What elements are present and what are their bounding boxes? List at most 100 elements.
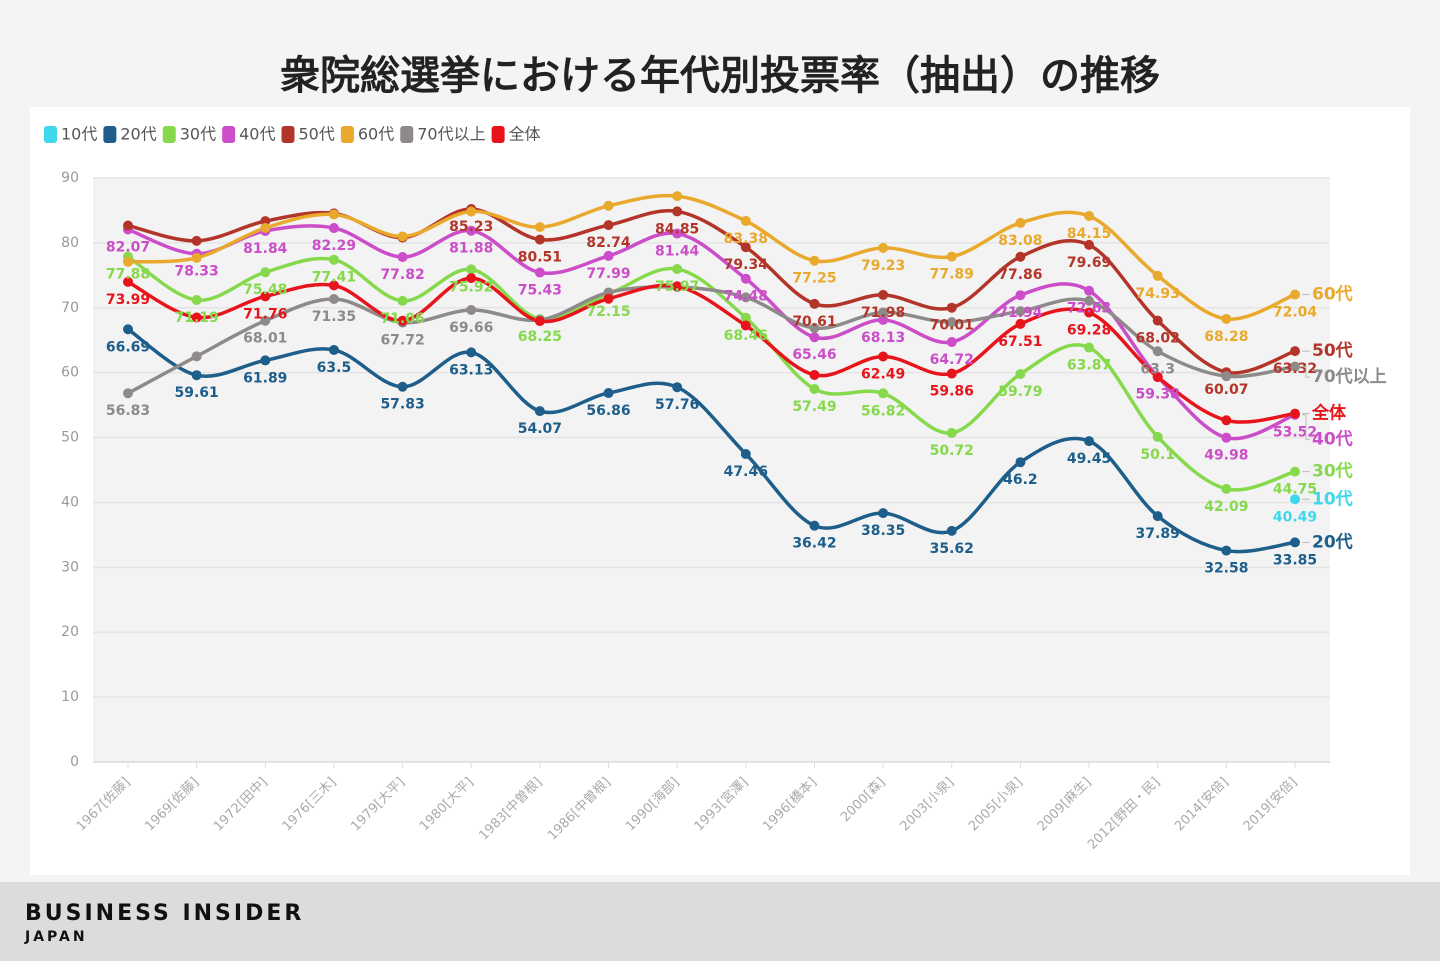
data-label: 75.97 [655,279,699,295]
legend-label: 30代 [180,125,216,144]
data-point [672,382,683,393]
data-point [534,316,545,327]
data-point [740,320,751,331]
data-point [1084,295,1095,306]
data-label: 46.2 [1003,472,1038,488]
data-point [466,264,477,275]
legend-swatch [281,126,295,143]
data-label: 82.07 [106,239,150,255]
data-label: 37.89 [1136,526,1180,542]
data-point [123,324,133,335]
data-point [809,520,820,531]
data-point [603,220,614,231]
data-point [740,312,751,323]
data-point [1290,408,1300,419]
y-tick-label: 40 [61,494,79,510]
data-point [809,383,820,394]
data-point [878,307,889,318]
data-point [1084,342,1095,353]
data-point [1084,307,1095,318]
brand-name: BUSINESS INSIDER [25,901,304,926]
y-tick-label: 30 [61,559,79,575]
data-label: 72.63 [1067,301,1111,317]
data-point [1221,313,1232,324]
data-label: 57.49 [792,399,836,415]
legend-swatch [222,126,236,143]
data-label: 71.06 [380,311,424,327]
data-label: 59.38 [1136,387,1180,403]
data-point [1015,369,1026,380]
end-leader [1302,366,1310,378]
data-point [123,276,133,287]
data-label: 63.32 [1273,361,1317,377]
data-point [946,337,957,348]
data-point [946,302,957,313]
data-label: 70.01 [930,318,974,334]
data-point [123,220,133,231]
data-label: 74.48 [724,289,768,305]
data-label: 63.87 [1067,358,1111,374]
data-point [1290,466,1300,477]
end-leader [1302,414,1310,441]
data-label: 59.79 [998,384,1042,400]
data-point [1152,315,1163,326]
data-label: 77.88 [106,267,150,283]
data-point [534,234,545,245]
data-label: 68.13 [861,330,905,346]
data-label: 85.23 [449,219,493,235]
data-point [534,406,545,417]
data-label: 49.98 [1204,448,1248,464]
data-point [191,351,202,362]
data-label: 49.45 [1067,451,1111,467]
legend-label: 60代 [358,125,394,144]
data-label: 44.75 [1273,482,1317,498]
data-point [1015,290,1026,301]
data-point [328,254,339,265]
data-point [672,228,683,239]
data-label: 79.69 [1067,255,1111,271]
data-point [191,370,202,381]
data-label: 59.61 [174,385,218,401]
data-point [740,242,751,253]
data-point [328,223,339,234]
legend-swatch [400,126,414,143]
data-label: 57.83 [380,397,424,413]
data-label: 77.82 [380,267,424,283]
series-end-label: 50代 [1312,340,1353,361]
data-label: 59.86 [930,384,974,400]
legend-swatch [491,126,505,143]
footer [0,882,1440,961]
y-tick-label: 80 [61,235,79,251]
data-point [809,298,820,309]
data-label: 36.42 [792,536,836,552]
data-label: 42.09 [1204,499,1248,515]
legend-swatch [44,126,57,143]
data-point [123,388,133,399]
data-point [1221,371,1232,382]
data-point [466,304,477,315]
y-tick-label: 0 [70,754,79,770]
data-point [397,252,408,263]
data-label: 60.07 [1204,382,1248,398]
data-point [328,294,339,305]
points-layer [123,191,1300,556]
legend-label: 20代 [120,125,156,144]
labels-layer: 40.49 66.69 59.61 61.89 63.5 57.83 63.13 54.07 5… [106,219,1318,577]
data-point [123,256,133,267]
data-point [534,222,545,233]
data-point [191,252,202,263]
data-label: 62.49 [861,367,905,383]
data-point [1084,210,1095,221]
legend-label: 40代 [239,125,275,144]
data-point [672,281,683,292]
data-label: 84.15 [1067,226,1111,242]
data-label: 77.25 [792,271,836,287]
data-point [878,508,889,519]
data-point [672,264,683,275]
data-label: 71.76 [243,306,287,322]
data-point [1084,239,1095,250]
data-point [1290,494,1300,505]
data-label: 65.46 [792,347,836,363]
